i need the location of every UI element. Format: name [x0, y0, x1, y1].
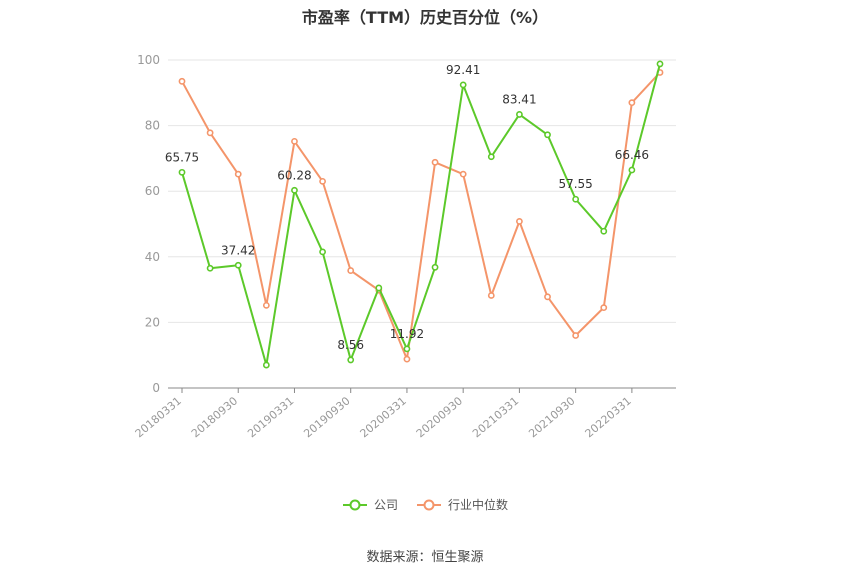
data-point-1 [516, 217, 523, 225]
data-label: 11.92 [390, 327, 424, 341]
data-point-1 [262, 301, 270, 309]
data-point-0 [656, 60, 664, 68]
data-point-0 [206, 264, 214, 272]
x-tick-label: 20210331 [470, 394, 521, 440]
data-point-0 [544, 131, 551, 139]
x-tick-label: 20180930 [189, 394, 240, 440]
data-point-0 [234, 261, 242, 269]
data-label: 66.46 [615, 148, 649, 162]
y-tick-label: 60 [145, 184, 160, 198]
data-label: 83.41 [502, 92, 536, 106]
data-point-0 [431, 263, 439, 271]
data-point-0 [516, 111, 523, 118]
series-line-1 [181, 71, 661, 361]
data-label: 65.75 [165, 150, 199, 164]
x-tick-label: 20200331 [358, 394, 409, 440]
data-point-0 [262, 361, 270, 369]
data-label: 37.42 [221, 243, 255, 257]
data-point-0 [375, 284, 383, 292]
y-tick-label: 20 [145, 315, 160, 329]
data-point-1 [628, 99, 636, 107]
legend-marker-industry-median [417, 499, 441, 510]
data-point-1 [234, 170, 242, 178]
data-point-1 [572, 332, 580, 339]
data-label: 57.55 [558, 177, 592, 191]
data-point-0 [628, 166, 636, 174]
y-tick-label: 100 [137, 53, 160, 67]
series-line-0 [181, 63, 661, 367]
data-label: 92.41 [446, 63, 480, 77]
data-point-1 [600, 304, 608, 312]
x-tick-label: 20190331 [245, 394, 296, 440]
data-point-1 [431, 158, 439, 166]
data-point-1 [347, 267, 355, 274]
legend: 公司 行业中位数 [0, 496, 850, 513]
data-point-0 [403, 345, 411, 353]
source-note: 数据来源：恒生聚源 [366, 550, 484, 565]
data-label: 60.28 [277, 168, 311, 182]
x-tick-label: 20220331 [583, 394, 634, 440]
legend-item-industry-median[interactable]: 行业中位数 [416, 496, 508, 513]
x-tick-label: 20190930 [301, 394, 352, 440]
y-tick-label: 40 [145, 250, 160, 264]
data-point-0 [487, 153, 495, 161]
data-point-1 [487, 292, 495, 299]
y-tick-label: 0 [152, 381, 160, 395]
data-point-1 [403, 355, 411, 363]
legend-marker-company [342, 499, 367, 510]
x-tick-label: 20210930 [526, 394, 577, 440]
data-point-0 [291, 186, 298, 194]
legend-item-company[interactable]: 公司 [342, 496, 398, 513]
data-point-1 [319, 177, 326, 185]
data-point-1 [459, 170, 467, 178]
data-label: 8.56 [337, 338, 364, 352]
data-point-0 [572, 195, 580, 203]
legend-label-industry-median: 行业中位数 [448, 498, 509, 512]
x-tick-label: 20180331 [133, 394, 184, 440]
data-point-0 [347, 356, 355, 364]
data-point-0 [178, 168, 186, 176]
data-point-1 [544, 293, 551, 301]
data-point-1 [291, 137, 298, 145]
data-point-1 [206, 129, 214, 137]
data-point-0 [319, 248, 326, 256]
chart-title: 市盈率（TTM）历史百分位（%） [301, 8, 549, 27]
legend-label-company: 公司 [373, 498, 398, 512]
y-tick-label: 80 [145, 119, 160, 133]
data-point-0 [600, 227, 608, 235]
x-tick-label: 20200930 [414, 394, 465, 440]
data-point-1 [178, 77, 186, 85]
data-point-0 [459, 81, 467, 89]
